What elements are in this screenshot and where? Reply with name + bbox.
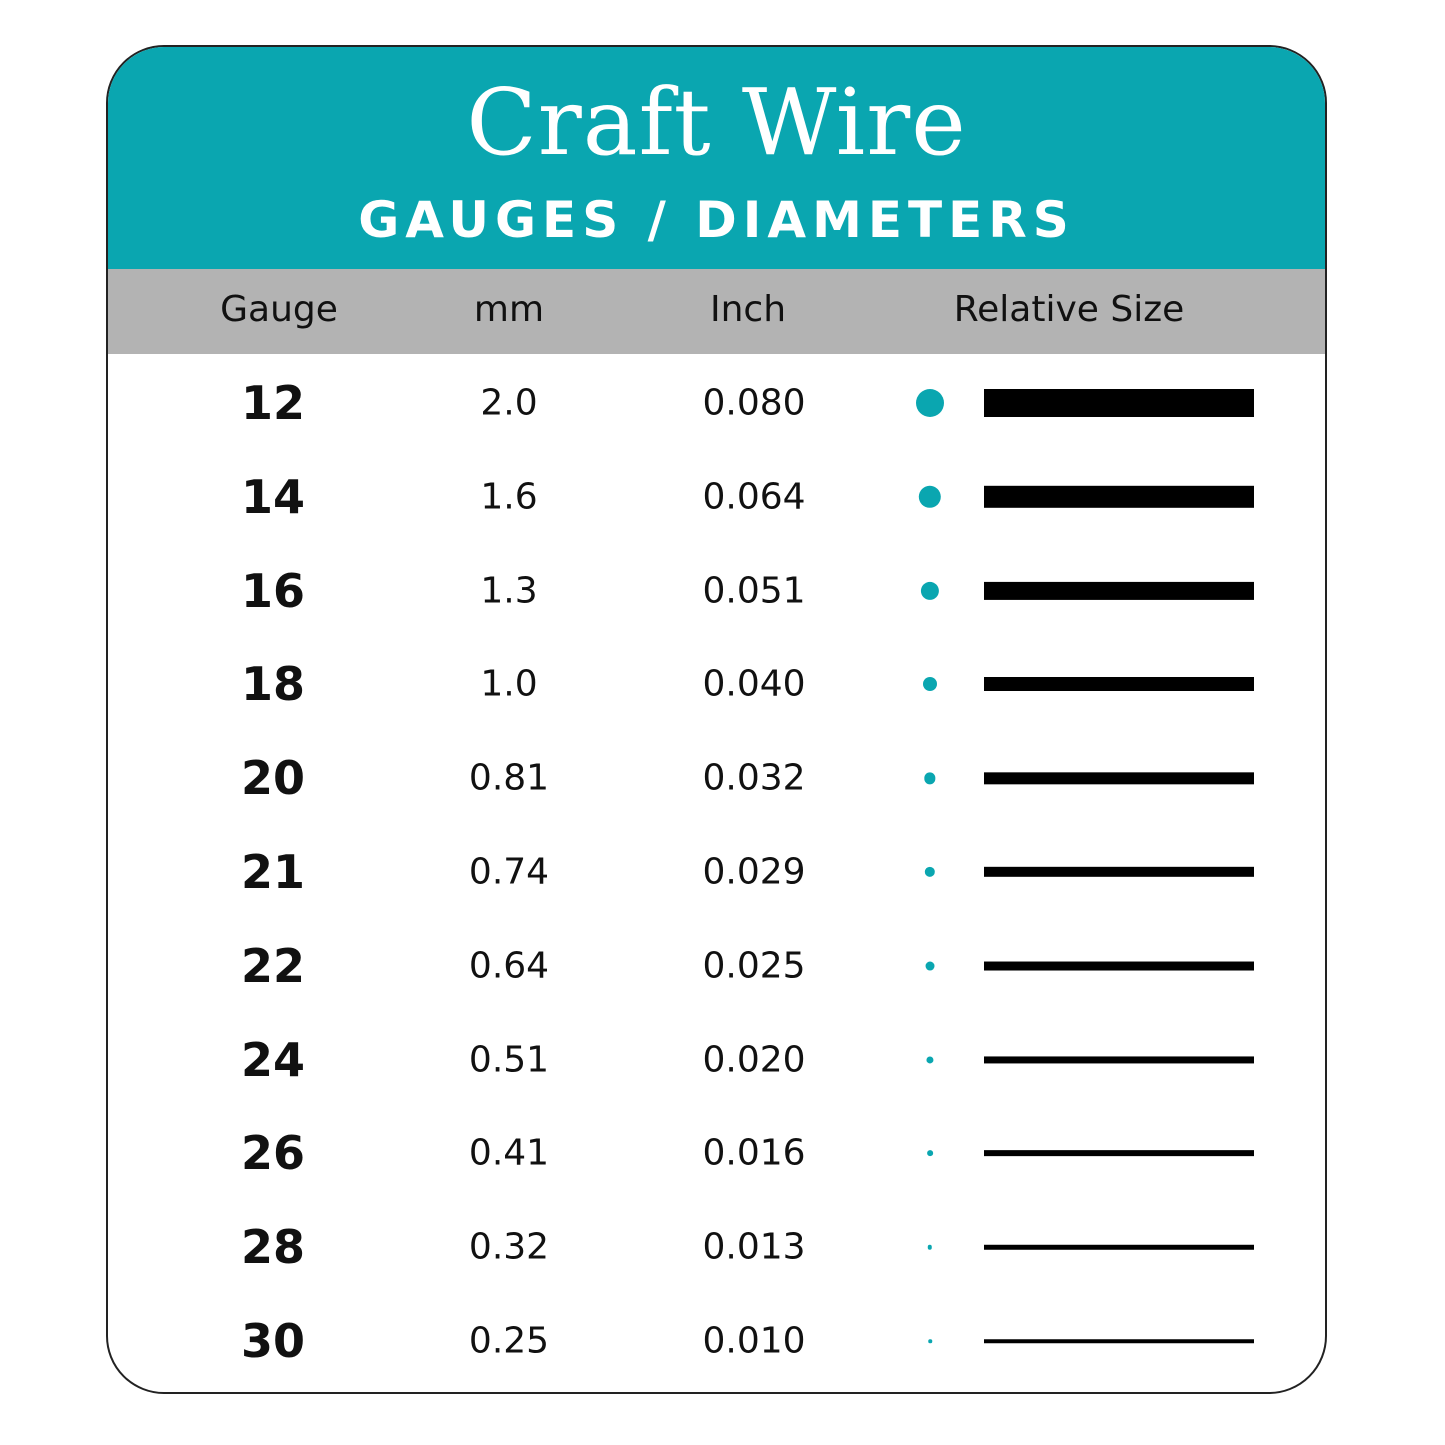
- mm-value: 1.0: [480, 663, 538, 705]
- mm-value: 0.32: [468, 1226, 550, 1268]
- wire-cross-section-dot: [924, 866, 936, 878]
- gauge-value: 18: [240, 657, 306, 712]
- wire-gauge-card: Craft Wire GAUGES / DIAMETERS Gauge mm I…: [106, 45, 1327, 1394]
- table-row: 12 2.0 0.080: [108, 376, 1325, 463]
- wire-cross-section-dot: [923, 677, 937, 692]
- inch-value: 0.025: [702, 945, 806, 987]
- wire-thickness-bar: [984, 389, 1254, 417]
- inch-value: 0.029: [702, 851, 806, 893]
- mm-value: 1.3: [480, 570, 538, 612]
- wire-thickness-bar: [984, 772, 1254, 784]
- inch-value: 0.020: [702, 1039, 806, 1081]
- table-row: 24 0.51 0.020: [108, 1033, 1325, 1120]
- mm-value: 1.6: [480, 476, 538, 518]
- wire-thickness-bar: [984, 1150, 1254, 1157]
- inch-value: 0.040: [702, 663, 806, 705]
- subtitle: GAUGES / DIAMETERS: [358, 191, 1075, 249]
- inch-value: 0.032: [702, 757, 806, 799]
- table-row: 22 0.64 0.025: [108, 939, 1325, 1026]
- table-row: 21 0.74 0.029: [108, 845, 1325, 932]
- wire-thickness-bar: [984, 1339, 1254, 1343]
- mm-value: 0.64: [468, 945, 550, 987]
- gauge-value: 20: [240, 751, 306, 806]
- header-band: Craft Wire GAUGES / DIAMETERS: [108, 47, 1325, 269]
- title: Craft Wire: [466, 69, 967, 176]
- inch-value: 0.016: [702, 1132, 806, 1174]
- gauge-value: 28: [240, 1220, 306, 1275]
- wire-cross-section-dot: [924, 772, 936, 784]
- wire-thickness-bar: [984, 677, 1254, 692]
- table-row: 30 0.25 0.010: [108, 1314, 1325, 1392]
- column-header-gauge: Gauge: [220, 289, 338, 330]
- table-row: 20 0.81 0.032: [108, 751, 1325, 838]
- mm-value: 0.74: [468, 851, 550, 893]
- wire-thickness-bar: [984, 961, 1254, 971]
- inch-value: 0.080: [702, 382, 806, 424]
- gauge-value: 30: [240, 1314, 306, 1368]
- wire-thickness-bar: [984, 485, 1254, 508]
- mm-value: 0.81: [468, 757, 550, 799]
- wire-cross-section-dot: [927, 1244, 933, 1250]
- column-header-inch: Inch: [709, 289, 787, 330]
- gauge-value: 21: [240, 845, 306, 899]
- wire-thickness-bar: [984, 581, 1254, 600]
- wire-cross-section-dot: [916, 389, 944, 417]
- gauge-value: 24: [240, 1032, 306, 1087]
- column-header-band: Gauge mm Inch Relative Size: [108, 269, 1325, 354]
- gauge-value: 14: [240, 469, 306, 524]
- wire-cross-section-dot: [920, 581, 940, 600]
- wire-cross-section-dot: [918, 485, 942, 508]
- table-row: 18 1.0 0.040: [108, 657, 1325, 744]
- table-row: 16 1.3 0.051: [108, 564, 1325, 651]
- mm-value: 0.41: [468, 1132, 550, 1174]
- inch-value: 0.064: [702, 476, 806, 518]
- wire-cross-section-dot: [927, 1150, 933, 1157]
- inch-value: 0.010: [702, 1320, 806, 1362]
- column-header-relative-size: Relative Size: [953, 289, 1185, 330]
- table-row: 26 0.41 0.016: [108, 1126, 1325, 1213]
- column-header-mm: mm: [473, 289, 545, 330]
- mm-value: 0.51: [468, 1039, 550, 1081]
- wire-thickness-bar: [984, 866, 1254, 878]
- gauge-value: 22: [240, 938, 306, 993]
- wire-thickness-bar: [984, 1244, 1254, 1250]
- table-row: 28 0.32 0.013: [108, 1220, 1325, 1307]
- mm-value: 2.0: [480, 382, 538, 424]
- wire-cross-section-dot: [928, 1339, 932, 1343]
- inch-value: 0.013: [702, 1226, 806, 1268]
- wire-thickness-bar: [984, 1056, 1254, 1064]
- gauge-value: 12: [240, 376, 306, 430]
- gauge-value: 26: [240, 1126, 306, 1181]
- wire-cross-section-dot: [926, 1056, 934, 1064]
- inch-value: 0.051: [702, 570, 806, 612]
- wire-cross-section-dot: [925, 961, 935, 971]
- table-row: 14 1.6 0.064: [108, 470, 1325, 557]
- gauge-value: 16: [240, 563, 306, 618]
- mm-value: 0.25: [468, 1320, 550, 1362]
